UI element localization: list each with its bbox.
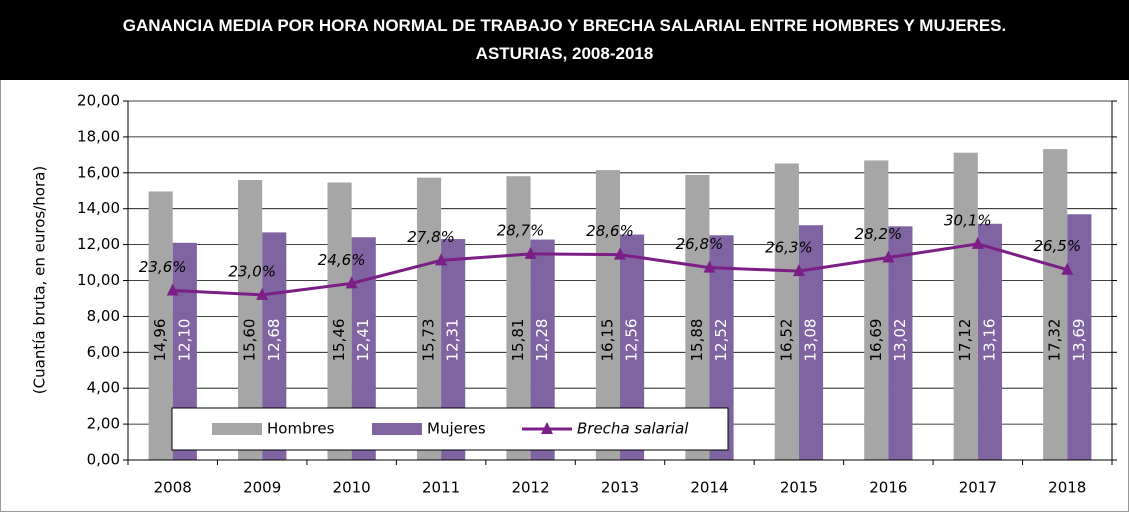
value-label: 13,69 (1070, 319, 1088, 362)
y-tick-label: 16,00 (77, 163, 120, 181)
bar (148, 191, 173, 460)
marker (792, 264, 805, 277)
y-axis-label: (Cuantía bruta, en euros/hora) (31, 166, 49, 394)
title-band: GANANCIA MEDIA POR HORA NORMAL DE TRABAJ… (0, 0, 1129, 80)
value-label: 15,60 (241, 319, 259, 362)
legend-box (171, 407, 729, 451)
value-label: 12,10 (175, 319, 193, 362)
value-label: 23,0% (228, 262, 276, 280)
value-label: 12,31 (444, 319, 462, 362)
x-tick-label: 2014 (690, 479, 728, 497)
marker (435, 253, 448, 266)
marker (703, 260, 716, 273)
value-label: 15,46 (330, 319, 348, 362)
value-label: 16,15 (598, 319, 616, 362)
marker (256, 287, 269, 300)
value-label: 15,88 (688, 319, 706, 362)
x-tick-label: 2017 (959, 479, 997, 497)
bar (864, 160, 889, 461)
bar (774, 163, 799, 460)
value-label: 13,08 (801, 319, 819, 362)
x-tick-label: 2009 (243, 479, 281, 497)
x-tick-label: 2018 (1048, 479, 1086, 497)
value-label: 12,41 (354, 319, 372, 362)
value-label: 26,5% (1033, 237, 1081, 255)
value-label: 15,81 (509, 319, 527, 362)
value-label: 30,1% (944, 211, 992, 229)
x-tick-label: 2015 (780, 479, 818, 497)
legend: Hombres Mujeres Brecha salarial (171, 407, 729, 451)
bar (1043, 149, 1068, 460)
value-label: 28,6% (586, 222, 634, 240)
value-label: 23,6% (139, 258, 187, 276)
y-tick-label: 0,00 (87, 451, 120, 469)
y-tick-label: 20,00 (77, 92, 120, 110)
legend-swatch (212, 423, 262, 435)
x-tick-label: 2012 (511, 479, 549, 497)
y-tick-label: 8,00 (87, 307, 120, 325)
value-label: 26,8% (676, 235, 724, 253)
value-label: 12,28 (533, 319, 551, 362)
marker (882, 250, 895, 263)
x-tick-label: 2008 (154, 479, 192, 497)
value-label: 15,73 (420, 319, 438, 362)
marker (614, 247, 626, 260)
legend-marker (541, 422, 553, 434)
value-label: 14,96 (151, 319, 169, 362)
y-tick-label: 4,00 (87, 379, 120, 397)
marker (971, 236, 984, 249)
value-label: 12,68 (265, 319, 283, 362)
y-tick-label: 14,00 (77, 199, 120, 217)
x-tick-label: 2016 (869, 479, 907, 497)
value-label: 17,12 (956, 319, 974, 362)
x-tick-label: 2013 (601, 479, 639, 497)
marker (345, 276, 358, 289)
title-line: GANANCIA MEDIA POR HORA NORMAL DE TRABAJ… (122, 16, 1007, 35)
title-line: ASTURIAS, 2008-2018 (475, 44, 654, 63)
legend-label: Mujeres (427, 420, 486, 438)
y-tick-label: 12,00 (77, 235, 120, 253)
value-label: 27,8% (407, 228, 455, 246)
bar (798, 225, 824, 460)
y-tick-label: 2,00 (87, 415, 120, 433)
x-tick-label: 2010 (333, 479, 371, 497)
legend-label: Brecha salarial (577, 420, 689, 438)
bar (1067, 214, 1092, 460)
value-label: 16,52 (777, 319, 795, 362)
y-tick-label: 10,00 (77, 271, 120, 289)
legend-label: Hombres (267, 420, 335, 438)
legend-swatch (372, 423, 422, 435)
value-label: 13,02 (891, 319, 909, 362)
bar (888, 226, 913, 460)
value-label: 17,32 (1046, 319, 1064, 362)
y-tick-label: 6,00 (87, 343, 120, 361)
x-tick-label: 2011 (422, 479, 460, 497)
marker (1061, 262, 1074, 275)
value-label: 28,2% (855, 225, 903, 243)
value-label: 26,3% (765, 239, 813, 257)
value-label: 13,16 (980, 319, 998, 362)
marker (166, 283, 179, 296)
value-label: 16,69 (867, 319, 885, 362)
value-label: 12,56 (623, 319, 641, 362)
value-label: 24,6% (318, 251, 366, 269)
bar (953, 152, 978, 461)
marker (524, 246, 537, 259)
bar (977, 223, 1002, 460)
value-label: 12,52 (712, 319, 730, 362)
value-label: 28,7% (497, 221, 545, 239)
y-tick-label: 18,00 (77, 127, 120, 145)
